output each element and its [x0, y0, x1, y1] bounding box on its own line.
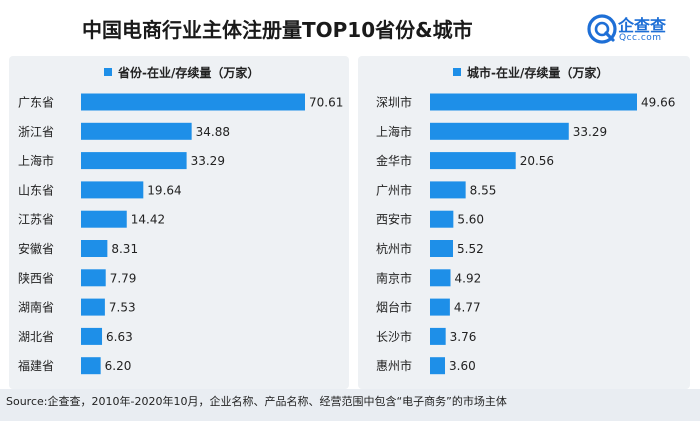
category-label: 湖南省 [18, 300, 54, 315]
data-label: 8.31 [111, 242, 138, 256]
data-label: 34.88 [196, 125, 230, 139]
category-label: 上海市 [376, 124, 412, 139]
data-label: 7.53 [109, 301, 136, 315]
category-label: 广州市 [376, 182, 412, 197]
bar [430, 269, 451, 287]
category-label: 广东省 [18, 96, 54, 110]
category-label: 江苏省 [18, 213, 54, 227]
data-label: 5.52 [457, 242, 484, 256]
data-label: 49.66 [641, 96, 675, 110]
category-label: 安徽省 [18, 241, 54, 256]
bar [81, 210, 127, 228]
data-label: 33.29 [573, 125, 607, 139]
category-label: 深圳市 [376, 95, 412, 110]
bar [81, 269, 106, 287]
bar [81, 181, 144, 199]
city-panel: 城市-在业/存续量（万家） 深圳市 49.66 上海市 33.29 金华市 20.56 广州… [358, 56, 690, 389]
bar [81, 327, 103, 345]
bar [430, 357, 446, 375]
data-label: 33.29 [191, 154, 225, 168]
data-label: 3.76 [450, 330, 477, 344]
category-label: 金华市 [376, 153, 412, 168]
data-label: 7.79 [110, 271, 137, 285]
category-label: 浙江省 [18, 125, 54, 139]
data-label: 4.77 [454, 301, 481, 315]
legend-swatch [104, 68, 112, 76]
footer-bar [0, 389, 700, 421]
province-legend: 省份-在业/存续量（万家） [104, 64, 259, 81]
logo-sub: Qcc.com [619, 33, 662, 43]
province-bar-chart: 广东省 70.61 浙江省 34.88 上海市 33.29 山东省 19.64 江苏省 14.42… [18, 93, 343, 375]
data-label: 6.20 [105, 359, 132, 373]
bar [430, 298, 450, 316]
data-label: 8.55 [470, 183, 497, 197]
category-label: 上海市 [18, 153, 54, 168]
data-label: 20.56 [520, 154, 554, 168]
city-bar-chart: 深圳市 49.66 上海市 33.29 金华市 20.56 广州市 8.55 西安市 5.60 杭州… [376, 93, 675, 375]
category-label: 惠州市 [376, 358, 412, 373]
province-panel: 省份-在业/存续量（万家） 广东省 70.61 浙江省 34.88 上海市 33.29 山东… [9, 56, 349, 389]
data-label: 5.60 [457, 213, 484, 227]
category-label: 长沙市 [376, 329, 412, 344]
bar [430, 122, 569, 140]
category-label: 山东省 [18, 183, 54, 197]
data-label: 4.92 [455, 271, 482, 285]
bar [81, 298, 105, 316]
bar [81, 152, 187, 170]
source-note: Source:企查查，2010年-2020年10月，企业名称、产品名称、经营范围… [6, 395, 507, 408]
city-legend: 城市-在业/存续量（万家） [453, 64, 608, 81]
data-label: 14.42 [131, 213, 165, 227]
province-legend-label: 省份-在业/存续量（万家） [118, 66, 260, 80]
bar [430, 93, 637, 111]
bar [81, 357, 101, 375]
bar [81, 240, 108, 257]
chart-title: 中国电商行业主体注册量TOP10省份&城市 [82, 18, 473, 42]
category-label: 南京市 [376, 270, 412, 285]
bar [430, 327, 446, 345]
bar [430, 210, 454, 228]
category-label: 福建省 [18, 358, 54, 373]
category-label: 杭州市 [376, 241, 412, 256]
data-label: 6.63 [106, 330, 133, 344]
bar [430, 240, 454, 257]
data-label: 3.60 [449, 359, 476, 373]
data-label: 19.64 [147, 183, 181, 197]
legend-swatch [453, 68, 461, 76]
category-label: 陕西省 [18, 270, 54, 285]
logo-name: 企查查 [618, 16, 667, 35]
category-label: 湖北省 [18, 329, 54, 344]
bar [81, 93, 305, 111]
bar [430, 181, 466, 199]
data-label: 70.61 [309, 96, 343, 110]
city-legend-label: 城市-在业/存续量（万家） [467, 66, 609, 80]
category-label: 烟台市 [376, 300, 412, 315]
qcc-logo-icon [587, 14, 617, 44]
bar [430, 152, 516, 170]
category-label: 西安市 [376, 212, 412, 227]
bar [81, 122, 192, 140]
